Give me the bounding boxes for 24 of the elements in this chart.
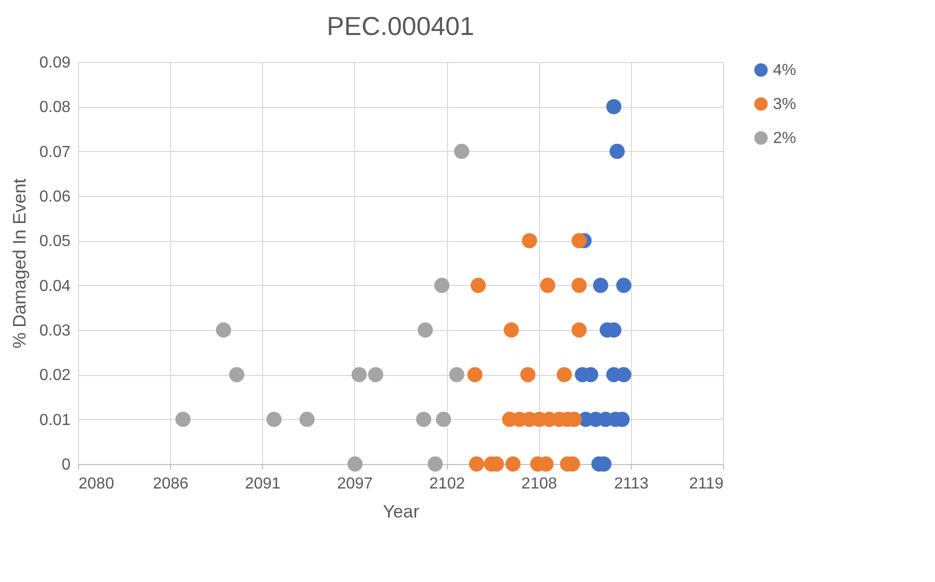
x-axis-title: Year [382, 502, 420, 522]
x-tick-label: 2113 [614, 476, 649, 492]
y-axis-title: % Damaged In Event [9, 178, 30, 349]
y-tick-label: 0.09 [39, 54, 71, 72]
x-tick-label: 2097 [337, 476, 373, 492]
y-tick-label: 0.05 [39, 233, 71, 250]
x-tick-label: 2102 [429, 476, 465, 492]
y-tick-label: 0 [62, 456, 71, 474]
legend-label: 4% [773, 62, 796, 79]
y-tick-label: 0.04 [39, 278, 71, 295]
y-tick-label: 0.06 [39, 188, 71, 206]
x-tick-label: 2108 [521, 476, 558, 492]
x-tick-label: 2080 [78, 476, 114, 492]
x-tick-label: 2091 [244, 476, 281, 492]
y-tick-label: 0.07 [39, 144, 71, 161]
legend-label: 3% [773, 96, 796, 113]
chart-title: PEC.000401 [326, 11, 474, 41]
y-tick-label: 0.08 [39, 99, 71, 116]
y-tick-label: 0.03 [39, 322, 71, 340]
y-tick-label: 0.01 [39, 412, 71, 429]
x-tick-label: 2086 [152, 476, 189, 492]
legend-label: 2% [773, 130, 796, 147]
x-tick-label: 2119 [689, 476, 724, 492]
y-tick-label: 0.02 [39, 367, 71, 384]
